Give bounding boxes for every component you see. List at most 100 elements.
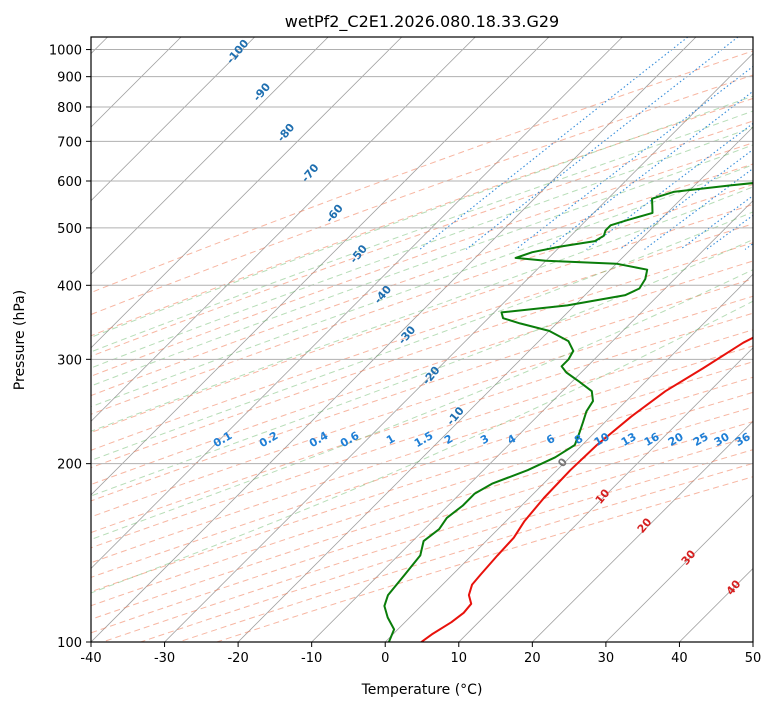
dry-adiabat-line: [91, 223, 753, 451]
isotherm-line: [752, 641, 753, 642]
pressure-gridlines: [91, 49, 753, 642]
dry-adiabat-line: [91, 203, 753, 434]
x-axis-label: Temperature (°C): [361, 682, 483, 698]
x-tick-label: -30: [154, 651, 175, 666]
moist-adiabat-label: 0: [555, 455, 570, 469]
isotherm-line: [605, 494, 753, 642]
dry-adiabat-label: -50: [347, 242, 370, 266]
isotherm-line: [91, 37, 623, 569]
x-tick-label: -40: [80, 651, 101, 666]
x-tick-label: 10: [451, 651, 468, 666]
moist-adiabat-line: [91, 164, 753, 408]
mixing-ratio-label: 1.5: [412, 429, 435, 450]
moist-adiabat-line: [91, 186, 753, 432]
dry-adiabat-label: -10: [444, 404, 467, 428]
isotherm-line: [384, 273, 753, 642]
moist-adiabat-line: [91, 126, 753, 369]
isotherm-line: [91, 37, 403, 349]
mixing-ratio-label: 3: [478, 432, 491, 447]
mixing-ratio-label: 20: [666, 430, 686, 449]
moist-adiabat-line: [91, 300, 753, 594]
x-tick-label: 0: [381, 651, 389, 666]
mixing-ratio-line: [706, 214, 753, 250]
y-axis-label: Pressure (hPa): [12, 290, 28, 390]
isotherm-line: [91, 37, 697, 642]
mixing-ratio-line: [465, 37, 739, 250]
x-tick-label: 50: [745, 651, 762, 666]
dry-adiabat-line: [91, 345, 753, 564]
isotherm-line: [91, 37, 550, 496]
dry-adiabat-line: [91, 361, 753, 578]
isotherm-line: [237, 126, 753, 642]
dry-adiabat-line: [102, 435, 753, 642]
y-tick-label: 1000: [49, 44, 82, 59]
y-tick-label: 300: [57, 353, 82, 368]
mixing-ratio-line: [545, 90, 753, 250]
isotherm-line: [91, 37, 476, 422]
y-tick-label: 500: [57, 222, 82, 237]
dry-adiabat-line: [91, 376, 753, 593]
dry-adiabat-line: [91, 391, 753, 607]
plot-frame: [90, 36, 754, 643]
y-tick-label: 800: [57, 101, 82, 116]
mixing-ratio-line: [679, 195, 753, 250]
mixing-ratio-label: 0.1: [211, 429, 234, 450]
dry-adiabat-label: -100: [224, 37, 252, 67]
dry-adiabat-line: [91, 242, 753, 469]
isotherm-line: [164, 53, 753, 642]
y-tick-label: 100: [57, 636, 82, 651]
mixing-ratio-label: 6: [544, 432, 557, 447]
y-tick-label: 900: [57, 71, 82, 86]
dry-adiabat-label: -60: [323, 202, 346, 226]
isotherm-line: [91, 37, 329, 275]
dewpoint-line: [383, 182, 753, 642]
dry-adiabat-line: [91, 142, 753, 377]
mixing-ratio-line: [619, 148, 753, 250]
mixing-ratio-line: [419, 37, 689, 250]
mixing-ratio-label: 16: [642, 430, 662, 449]
isotherm-line: [679, 567, 753, 642]
dry-adiabat-line: [91, 295, 753, 518]
x-tick-label: 40: [671, 651, 688, 666]
dry-adiabat-line: [91, 120, 753, 357]
moist-adiabat-line: [91, 239, 753, 497]
isotherm-line: [532, 420, 753, 642]
moist-adiabat-label: 20: [635, 515, 655, 535]
y-tick-label: 700: [57, 135, 82, 150]
dry-adiabat-line: [91, 163, 753, 397]
mixing-ratio-label: 36: [733, 430, 753, 449]
x-tick-label: 30: [598, 651, 615, 666]
y-tick-label: 200: [57, 458, 82, 473]
isotherm-line: [458, 347, 753, 642]
moist-adiabat-line: [91, 269, 753, 541]
dry-adiabat-line: [91, 184, 753, 415]
mixing-ratio-label: 0.6: [338, 429, 362, 450]
series-layer: [383, 182, 753, 642]
mixing-ratio-line: [586, 122, 753, 250]
dry-adiabat-line: [91, 278, 753, 502]
x-tick-label: -20: [227, 651, 248, 666]
moist-adiabat-label: 10: [593, 486, 613, 506]
mixing-ratio-label: 0.4: [307, 429, 331, 450]
dry-adiabat-line: [91, 74, 753, 316]
background-lines: [91, 37, 753, 642]
dry-adiabat-line: [91, 312, 753, 534]
moist-adiabat-line: [91, 110, 753, 353]
mixing-ratio-label: 25: [691, 430, 711, 449]
dry-adiabat-line: [91, 97, 753, 337]
temperature-line: [420, 336, 753, 642]
moist-adiabat-line: [91, 144, 753, 387]
y-tick-label: 600: [57, 175, 82, 190]
moist-adiabat-label: 30: [679, 547, 699, 567]
y-axis-ticks: 100 200 300 400 500 600 700 800 900 1000: [49, 44, 91, 651]
y-tick-label: 400: [57, 279, 82, 294]
dry-adiabat-label: -90: [250, 80, 273, 104]
dry-adiabat-line: [91, 50, 753, 294]
x-tick-label: -10: [301, 651, 322, 666]
mixing-ratio-label: 1: [384, 432, 397, 447]
moist-adiabat-line: [91, 95, 753, 338]
moist-adiabat-line: [91, 211, 753, 462]
dry-adiabat-line: [91, 260, 753, 486]
chart-title: wetPf2_C2E1.2026.080.18.33.G29: [285, 12, 559, 32]
